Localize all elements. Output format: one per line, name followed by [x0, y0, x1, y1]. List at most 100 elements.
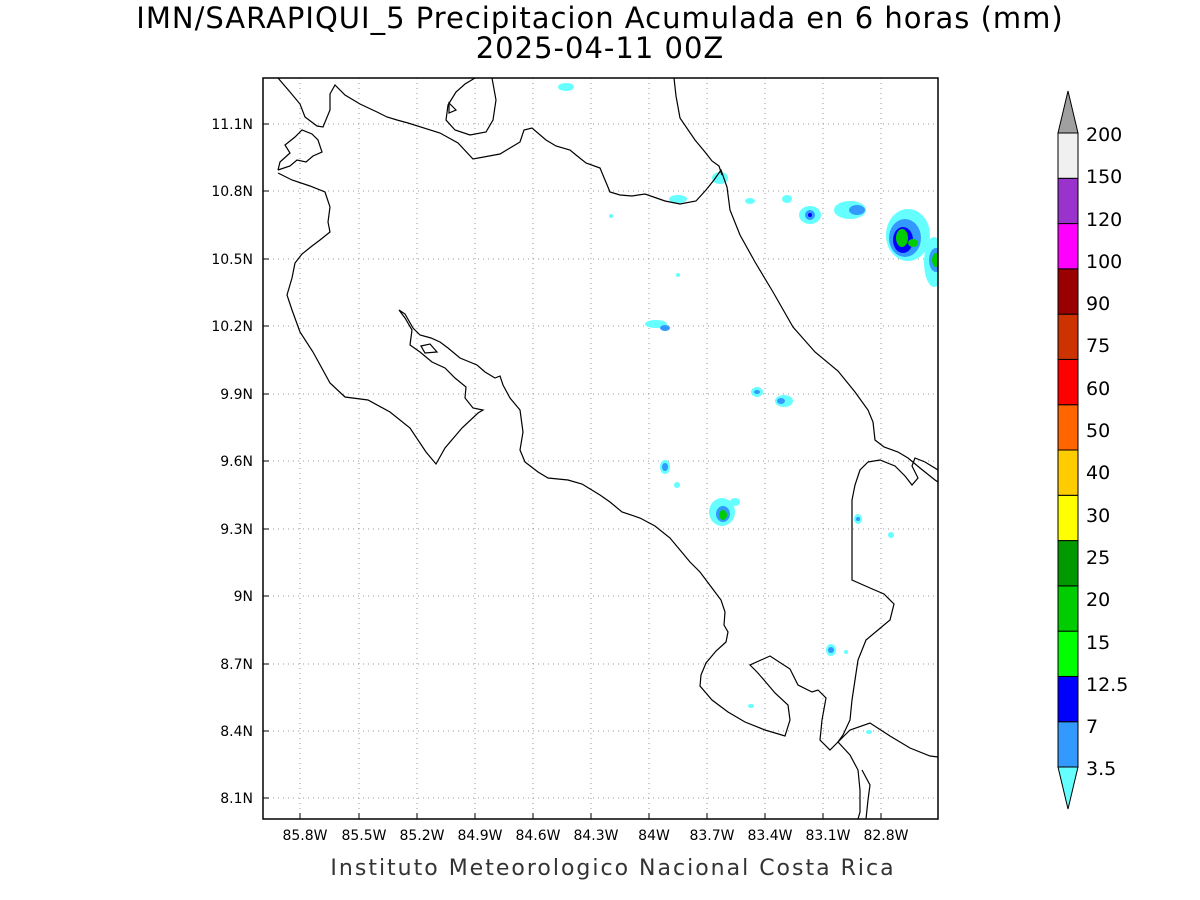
colorbar-segment [1057, 223, 1079, 270]
precip-patch [609, 214, 613, 218]
colorbar-legend [1057, 90, 1079, 810]
precip-patch [669, 195, 687, 203]
precip-patch [782, 195, 792, 203]
precip-patch [745, 198, 755, 204]
colorbar-labels: 3.5 7 12.5 15 20 25 30 40 50 60 75 90 10… [1086, 124, 1128, 780]
coastline [448, 101, 458, 114]
y-tick-label: 9N [234, 589, 253, 605]
precip-patch [849, 205, 865, 215]
y-tick-label: 10.8N [211, 184, 253, 200]
x-tick-label: 85.8W [282, 828, 327, 844]
colorbar-label: 120 [1086, 209, 1122, 231]
colorbar-label: 7 [1086, 716, 1098, 738]
coastline [277, 78, 938, 483]
colorbar-segment [1057, 404, 1079, 451]
precip-patch [828, 647, 834, 653]
precip-patch [932, 253, 938, 267]
y-tick-label: 10.2N [211, 319, 253, 335]
colorbar-label: 200 [1086, 124, 1122, 146]
precip-patch [866, 730, 872, 734]
x-axis-labels: 85.8W 85.5W 85.2W 84.9W 84.6W 84.3W 84W … [282, 828, 908, 844]
map-title: IMN/SARAPIQUI_5 Precipitacion Acumulada … [136, 1, 1064, 35]
border [837, 461, 895, 819]
colorbar-label: 60 [1086, 378, 1110, 400]
y-tick-label: 8.4N [220, 724, 253, 740]
colorbar-label: 15 [1086, 632, 1110, 654]
axis-ticks [263, 123, 882, 819]
x-tick-label: 84W [638, 828, 670, 844]
colorbar-label: 150 [1086, 166, 1122, 188]
y-tick-label: 11.1N [211, 117, 253, 133]
map-subtitle: 2025-04-11 00Z [475, 31, 725, 65]
precip-patch [844, 650, 848, 654]
colorbar-segment [1057, 90, 1079, 134]
colorbar-label: 100 [1086, 251, 1122, 273]
colorbar-segment [1057, 132, 1079, 179]
colorbar-label: 40 [1086, 462, 1110, 484]
coastline [445, 78, 497, 136]
precip-patch [558, 83, 574, 91]
colorbar-segment [1057, 721, 1079, 768]
footer-credit: Instituto Meteorologico Nacional Costa R… [330, 856, 896, 881]
colorbar-label: 12.5 [1086, 674, 1128, 696]
precip-patch [674, 482, 680, 488]
colorbar-label: 90 [1086, 293, 1110, 315]
colorbar-segment [1057, 494, 1079, 542]
y-tick-label: 9.6N [220, 454, 253, 470]
x-tick-label: 83.7W [689, 828, 734, 844]
map-gridlines [263, 78, 938, 819]
precip-patch [777, 398, 785, 404]
map-frame [262, 77, 939, 820]
precip-patch [712, 172, 728, 184]
border [861, 769, 871, 819]
y-tick-label: 8.1N [220, 791, 253, 807]
colorbar-segment [1057, 630, 1079, 677]
colorbar-label: 3.5 [1086, 758, 1116, 780]
coastline-borders [277, 78, 938, 819]
colorbar-segment [1057, 675, 1079, 723]
coastline [420, 343, 439, 354]
colorbar-label: 75 [1086, 335, 1110, 357]
x-tick-label: 83.4W [747, 828, 792, 844]
precip-patch [896, 229, 908, 247]
precip-patch [660, 325, 670, 331]
coastline [673, 78, 723, 176]
precip-patch [754, 390, 760, 394]
precip-patch [808, 213, 812, 217]
colorbar-segment [1057, 585, 1079, 632]
precip-patch [908, 239, 918, 247]
x-tick-label: 84.6W [515, 828, 560, 844]
precipitation-patches [558, 83, 938, 734]
y-tick-label: 8.7N [220, 657, 253, 673]
x-tick-label: 84.3W [573, 828, 618, 844]
x-tick-label: 83.1W [805, 828, 850, 844]
precip-patch [856, 517, 860, 521]
precip-patch [748, 704, 754, 708]
precip-patch [662, 463, 668, 471]
precip-patch [888, 532, 894, 538]
colorbar-segment [1057, 313, 1079, 360]
x-tick-label: 82.8W [863, 828, 908, 844]
coastline [277, 129, 323, 171]
colorbar-segment [1057, 449, 1079, 496]
coastline [277, 172, 938, 758]
precip-patch [676, 273, 680, 277]
colorbar-segment [1057, 540, 1079, 587]
colorbar-segment [1057, 358, 1079, 406]
y-axis-labels: 11.1N 10.8N 10.5N 10.2N 9.9N 9.6N 9.3N 9… [211, 117, 253, 807]
y-tick-label: 9.9N [220, 387, 253, 403]
y-tick-label: 9.3N [220, 522, 253, 538]
coastline [867, 457, 938, 486]
colorbar-label: 20 [1086, 589, 1110, 611]
colorbar-label: 25 [1086, 547, 1110, 569]
x-tick-label: 85.5W [341, 828, 386, 844]
colorbar-label: 30 [1086, 505, 1110, 527]
x-tick-label: 84.9W [457, 828, 502, 844]
precip-patch [730, 498, 740, 506]
colorbar-segment [1057, 177, 1079, 225]
y-tick-label: 10.5N [211, 252, 253, 268]
colorbar-segment [1057, 766, 1079, 810]
colorbar-label: 50 [1086, 420, 1110, 442]
x-tick-label: 85.2W [399, 828, 444, 844]
